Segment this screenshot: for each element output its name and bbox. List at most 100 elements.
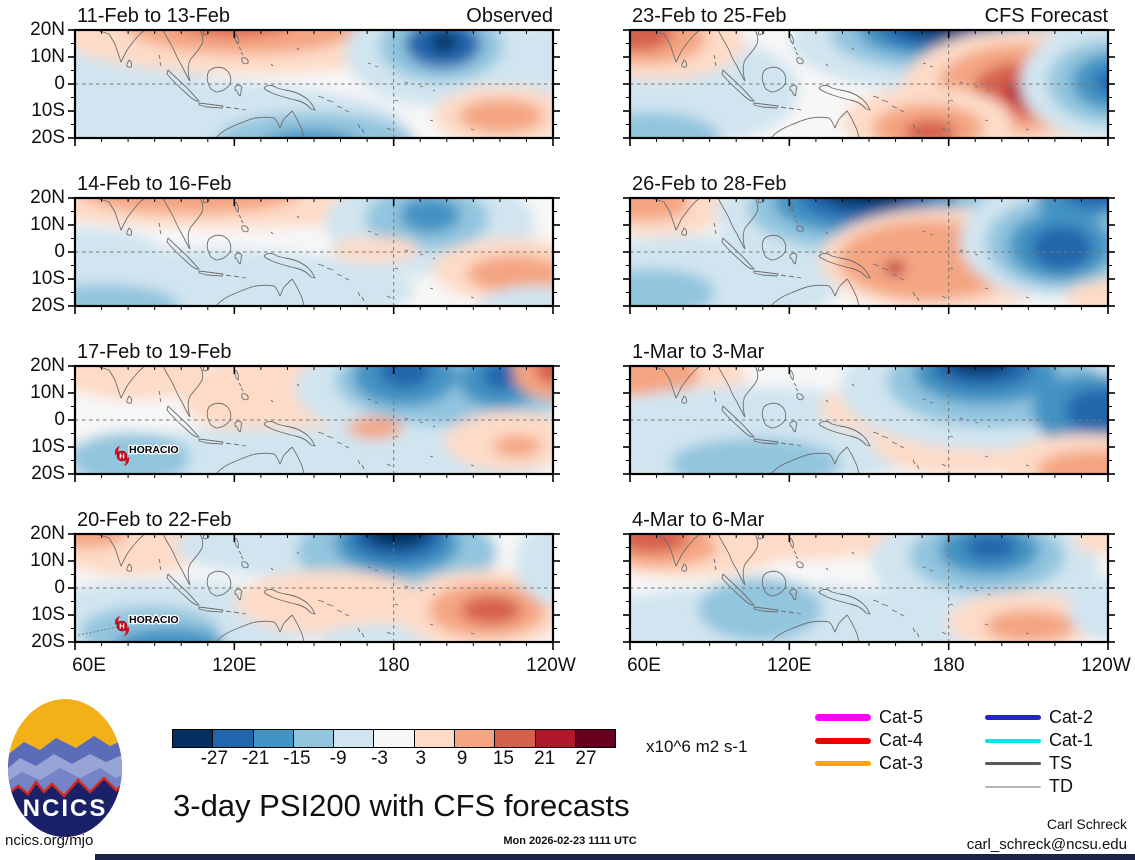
lat-tick-label: 20N bbox=[30, 19, 65, 40]
colorbar-segment bbox=[574, 729, 617, 748]
colorbar-tick-label: 21 bbox=[534, 748, 556, 769]
colorbar-tick-label: 3 bbox=[415, 748, 427, 769]
colorbar-segment bbox=[292, 729, 335, 748]
lat-tick-label: 10N bbox=[30, 214, 65, 235]
lat-tick-label: 10S bbox=[31, 100, 65, 121]
panel-frame bbox=[628, 364, 1110, 476]
legend-item-cat-3: Cat-3 bbox=[815, 752, 923, 775]
colorbar-tick-label: 9 bbox=[456, 748, 468, 769]
lon-tick-label: 60E bbox=[72, 655, 106, 676]
lat-tick-label: 20S bbox=[31, 295, 65, 316]
bottom-window-edge bbox=[95, 854, 1135, 860]
colorbar-tick-label: -27 bbox=[200, 748, 229, 769]
panel-frame bbox=[628, 28, 1110, 140]
storm-label: HORACIO bbox=[129, 444, 179, 456]
colorbar-segment bbox=[454, 729, 496, 748]
legend-line-swatch bbox=[985, 715, 1041, 720]
legend-line-swatch bbox=[985, 762, 1041, 765]
lon-tick-label: 120W bbox=[526, 655, 576, 676]
coastlines bbox=[95, 198, 475, 306]
lat-tick-label: 10N bbox=[30, 550, 65, 571]
contour-map bbox=[68, 196, 560, 314]
colorbar-tick-label: 15 bbox=[492, 748, 514, 769]
contour-map-svg bbox=[623, 532, 1115, 650]
coastlines bbox=[650, 534, 1030, 642]
legend-item-cat-4: Cat-4 bbox=[815, 729, 923, 752]
lon-tick-label: 60E bbox=[627, 655, 661, 676]
lat-tick-label: 20S bbox=[31, 631, 65, 652]
contour-map-svg bbox=[68, 196, 560, 314]
legend-line-swatch bbox=[815, 714, 871, 721]
coastlines bbox=[95, 534, 475, 642]
contour-map-svg: H HORACIO bbox=[68, 532, 560, 650]
svg-text:H: H bbox=[119, 452, 124, 461]
credit-email: carl_schreck@ncsu.edu bbox=[966, 836, 1127, 853]
colorbar bbox=[172, 729, 617, 748]
coastlines bbox=[650, 30, 1030, 138]
coastlines bbox=[650, 198, 1030, 306]
colorbar-segment bbox=[494, 729, 536, 748]
lon-tick-label: 180 bbox=[932, 655, 965, 676]
lat-tick-label: 20N bbox=[30, 355, 65, 376]
legend-categories-right: Cat-2 Cat-1 TS TD bbox=[985, 706, 1093, 798]
panel-frame bbox=[73, 364, 555, 476]
storm-label: HORACIO bbox=[129, 614, 179, 626]
contour-map: H HORACIO bbox=[68, 364, 560, 482]
legend-line-swatch bbox=[815, 761, 871, 766]
contour-map bbox=[623, 28, 1115, 146]
contour-map-svg bbox=[68, 28, 560, 146]
lat-tick-label: 10N bbox=[30, 382, 65, 403]
panel-title: 26-Feb to 28-Feb bbox=[632, 173, 787, 195]
panel-forecast-2: 26-Feb to 28-Feb bbox=[623, 173, 1115, 314]
legend-label: Cat-3 bbox=[879, 753, 924, 773]
colorbar-segment bbox=[252, 729, 294, 748]
panel-forecast-3: 1-Mar to 3-Mar bbox=[623, 341, 1115, 482]
panel-frame bbox=[628, 532, 1110, 644]
colorbar-segment bbox=[534, 729, 576, 748]
coastlines bbox=[95, 366, 475, 474]
panel-observed-4: 20-Feb to 22-Feb H HORACIO bbox=[68, 509, 560, 650]
lat-tick-label: 10S bbox=[31, 604, 65, 625]
lat-tick-label: 10S bbox=[31, 436, 65, 457]
legend-line-swatch bbox=[985, 738, 1041, 743]
legend-line-swatch bbox=[815, 737, 871, 744]
colorbar-tick-label: 27 bbox=[575, 748, 597, 769]
legend-label: Cat-2 bbox=[1049, 707, 1094, 727]
ncics-logo-text: NCICS bbox=[23, 795, 108, 822]
legend-label: Cat-1 bbox=[1049, 730, 1094, 750]
panel-title: 17-Feb to 19-Feb bbox=[77, 341, 232, 363]
lon-tick-label: 120E bbox=[767, 655, 812, 676]
legend-line-swatch bbox=[985, 785, 1041, 788]
contour-map bbox=[623, 196, 1115, 314]
lat-tick-label: 0 bbox=[54, 241, 65, 262]
panel-forecast-1: 23-Feb to 25-Feb CFS Forecast bbox=[623, 5, 1115, 146]
site-link[interactable]: ncics.org/mjo bbox=[5, 832, 94, 849]
colorbar-segment bbox=[172, 729, 214, 748]
panel-frame bbox=[628, 196, 1110, 308]
column-header-cfs-forecast: CFS Forecast bbox=[984, 5, 1108, 27]
coastlines bbox=[650, 366, 1030, 474]
panel-title: 11-Feb to 13-Feb bbox=[77, 5, 231, 27]
panel-frame bbox=[73, 532, 555, 644]
legend-label: TS bbox=[1049, 753, 1073, 773]
colorbar-tick-label: -21 bbox=[241, 748, 270, 769]
colorbar-unit-label: x10^6 m2 s-1 bbox=[646, 737, 748, 756]
lat-tick-label: 20N bbox=[30, 187, 65, 208]
legend-item-cat-1: Cat-1 bbox=[985, 729, 1093, 752]
svg-text:H: H bbox=[119, 622, 124, 631]
contour-map-svg bbox=[623, 196, 1115, 314]
colorbar-segment bbox=[373, 729, 415, 748]
panel-observed-1: 11-Feb to 13-Feb Observed bbox=[68, 5, 560, 146]
lat-tick-label: 0 bbox=[54, 73, 65, 94]
column-header-observed: Observed bbox=[466, 5, 553, 27]
legend-categories-left: Cat-5 Cat-4 Cat-3 bbox=[815, 706, 923, 775]
panel-frame bbox=[73, 28, 555, 140]
panel-observed-2: 14-Feb to 16-Feb bbox=[68, 173, 560, 314]
panel-observed-3: 17-Feb to 19-Feb H HORACIO bbox=[68, 341, 560, 482]
contour-map-svg bbox=[623, 364, 1115, 482]
colorbar-segment bbox=[413, 729, 456, 748]
panel-frame bbox=[73, 196, 555, 308]
panel-title: 4-Mar to 6-Mar bbox=[632, 509, 765, 531]
colorbar-tick-label: -15 bbox=[283, 748, 311, 769]
